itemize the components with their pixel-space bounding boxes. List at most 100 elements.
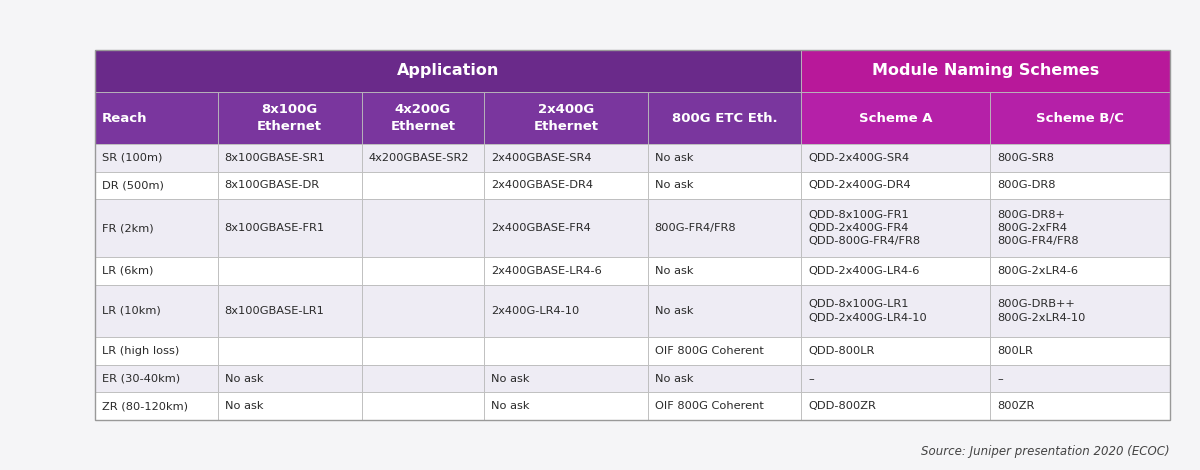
Bar <box>802 365 990 392</box>
Text: QDD-8x100G-LR1
QDD-2x400G-LR4-10: QDD-8x100G-LR1 QDD-2x400G-LR4-10 <box>809 299 928 322</box>
Bar <box>361 144 484 172</box>
Bar <box>484 144 648 172</box>
Text: DR (500m): DR (500m) <box>102 180 164 190</box>
Text: LR (10km): LR (10km) <box>102 306 161 316</box>
Bar <box>990 365 1170 392</box>
Bar <box>990 337 1170 365</box>
Text: Application: Application <box>397 63 499 78</box>
Text: No ask: No ask <box>491 374 529 384</box>
Text: No ask: No ask <box>224 374 263 384</box>
Bar <box>802 172 990 199</box>
Text: 2x400GBASE-SR4: 2x400GBASE-SR4 <box>491 153 592 163</box>
Text: Scheme B/C: Scheme B/C <box>1037 111 1124 125</box>
Bar <box>95 365 217 392</box>
Bar <box>648 337 802 365</box>
Text: No ask: No ask <box>224 401 263 411</box>
Text: ER (30-40km): ER (30-40km) <box>102 374 180 384</box>
Text: 800G-DR8: 800G-DR8 <box>997 180 1056 190</box>
Bar <box>95 199 217 257</box>
Text: 800G-DR8+
800G-2xFR4
800G-FR4/FR8: 800G-DR8+ 800G-2xFR4 800G-FR4/FR8 <box>997 210 1079 246</box>
Text: 800LR: 800LR <box>997 346 1033 356</box>
Text: 8x100GBASE-FR1: 8x100GBASE-FR1 <box>224 223 325 233</box>
Text: 2x400GBASE-LR4-6: 2x400GBASE-LR4-6 <box>491 266 602 276</box>
Text: 2x400G-LR4-10: 2x400G-LR4-10 <box>491 306 580 316</box>
Text: –: – <box>997 374 1003 384</box>
Text: 2x400GBASE-DR4: 2x400GBASE-DR4 <box>491 180 593 190</box>
Bar <box>217 257 361 285</box>
Bar <box>484 365 648 392</box>
Text: 800ZR: 800ZR <box>997 401 1034 411</box>
Text: No ask: No ask <box>654 266 694 276</box>
Text: 800G-FR4/FR8: 800G-FR4/FR8 <box>654 223 736 233</box>
Bar <box>217 199 361 257</box>
Bar <box>484 199 648 257</box>
Bar <box>990 392 1170 420</box>
Bar <box>95 50 1170 420</box>
Text: No ask: No ask <box>654 153 694 163</box>
Text: Source: Juniper presentation 2020 (ECOC): Source: Juniper presentation 2020 (ECOC) <box>922 446 1170 459</box>
Bar <box>990 285 1170 337</box>
Bar <box>361 257 484 285</box>
Text: Module Naming Schemes: Module Naming Schemes <box>872 63 1099 78</box>
Bar <box>95 337 217 365</box>
Bar <box>648 285 802 337</box>
Text: QDD-2x400G-LR4-6: QDD-2x400G-LR4-6 <box>809 266 919 276</box>
Text: SR (100m): SR (100m) <box>102 153 162 163</box>
Bar <box>217 285 361 337</box>
Bar <box>95 257 217 285</box>
Text: 800G-2xLR4-6: 800G-2xLR4-6 <box>997 266 1079 276</box>
Text: QDD-2x400G-SR4: QDD-2x400G-SR4 <box>809 153 910 163</box>
Bar <box>802 144 990 172</box>
Text: LR (high loss): LR (high loss) <box>102 346 179 356</box>
Text: 4x200G
Ethernet: 4x200G Ethernet <box>390 103 455 133</box>
Bar <box>217 144 361 172</box>
Text: QDD-800ZR: QDD-800ZR <box>809 401 876 411</box>
Text: ZR (80-120km): ZR (80-120km) <box>102 401 188 411</box>
Bar <box>484 392 648 420</box>
Bar <box>484 285 648 337</box>
Text: 8x100GBASE-LR1: 8x100GBASE-LR1 <box>224 306 324 316</box>
Text: No ask: No ask <box>654 306 694 316</box>
Text: FR (2km): FR (2km) <box>102 223 154 233</box>
Bar <box>802 392 990 420</box>
Bar <box>361 337 484 365</box>
Text: OIF 800G Coherent: OIF 800G Coherent <box>654 346 763 356</box>
Bar <box>648 365 802 392</box>
Bar <box>217 172 361 199</box>
Bar <box>990 172 1170 199</box>
Bar <box>217 92 361 144</box>
Bar <box>648 257 802 285</box>
Bar <box>95 285 217 337</box>
Bar <box>802 337 990 365</box>
Bar <box>990 257 1170 285</box>
Text: 800G ETC Eth.: 800G ETC Eth. <box>672 111 778 125</box>
Bar <box>217 365 361 392</box>
Bar <box>484 172 648 199</box>
Bar <box>484 337 648 365</box>
Bar <box>990 199 1170 257</box>
Bar <box>95 50 802 92</box>
Text: 2x400G
Ethernet: 2x400G Ethernet <box>533 103 599 133</box>
Bar <box>990 92 1170 144</box>
Bar <box>95 392 217 420</box>
Text: QDD-8x100G-FR1
QDD-2x400G-FR4
QDD-800G-FR4/FR8: QDD-8x100G-FR1 QDD-2x400G-FR4 QDD-800G-F… <box>809 210 920 246</box>
Bar <box>95 144 217 172</box>
Text: 8x100GBASE-SR1: 8x100GBASE-SR1 <box>224 153 325 163</box>
Bar <box>484 92 648 144</box>
Bar <box>990 144 1170 172</box>
Bar <box>648 199 802 257</box>
Text: No ask: No ask <box>491 401 529 411</box>
Text: –: – <box>809 374 814 384</box>
Text: 800G-SR8: 800G-SR8 <box>997 153 1055 163</box>
Bar <box>361 392 484 420</box>
Bar <box>361 172 484 199</box>
Bar <box>802 92 990 144</box>
Text: Reach: Reach <box>102 111 148 125</box>
Bar <box>802 285 990 337</box>
Bar <box>95 92 217 144</box>
Bar <box>648 172 802 199</box>
Bar <box>361 285 484 337</box>
Bar <box>217 337 361 365</box>
Text: 4x200GBASE-SR2: 4x200GBASE-SR2 <box>368 153 469 163</box>
Bar <box>484 257 648 285</box>
